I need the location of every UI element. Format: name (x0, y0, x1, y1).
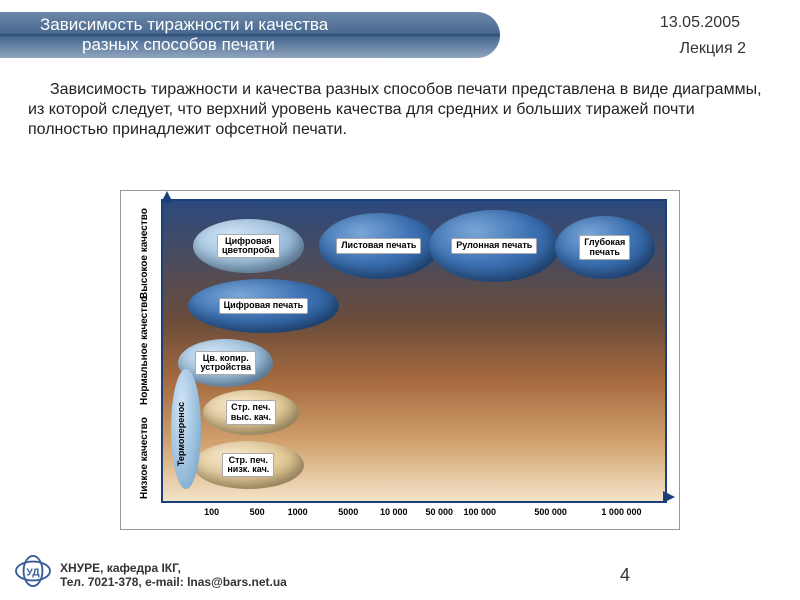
blob-thermo: Термоперенос (171, 369, 201, 489)
y-axis-label: Низкое качество Нормальное качество Высо… (127, 203, 145, 503)
y-seg-low: Низкое качество (139, 417, 150, 499)
plot-area-wrap: Цифроваяцветопроба Листовая печать Рулонна… (161, 199, 667, 503)
blob-label-digital-proof: Цифроваяцветопроба (217, 234, 280, 259)
blob-digital-print: Цифровая печать (188, 279, 339, 333)
body-paragraph-text: Зависимость тиражности и качества разных… (28, 80, 770, 140)
org-logo-icon: УД (14, 554, 52, 588)
footer-line-2: Тел. 7021-378, e-mail: lnas@bars.net.ua (60, 576, 287, 590)
blob-gravure: Глубокаяпечать (555, 216, 655, 279)
blob-sheet-print: Листовая печать (319, 213, 439, 279)
x-tick: 100 000 (463, 507, 496, 517)
svg-text:УД: УД (26, 568, 40, 579)
y-seg-high: Высокое качество (139, 208, 150, 299)
x-tick: 1 000 000 (601, 507, 641, 517)
title-line-2: разных способов печати (40, 35, 328, 55)
body-paragraph: Зависимость тиражности и качества разных… (28, 80, 770, 140)
slide-date: 13.05.2005 (660, 14, 740, 32)
quality-vs-run-diagram: Низкое качество Нормальное качество Высо… (120, 190, 680, 530)
x-tick: 5000 (338, 507, 358, 517)
x-axis-arrow-icon (663, 491, 675, 503)
x-tick: 100 (204, 507, 219, 517)
thermo-label: Термоперенос (176, 402, 186, 466)
y-axis-arrow-icon (161, 191, 173, 203)
page-number: 4 (620, 565, 630, 586)
blob-inkjet-low: Стр. печ.низк. кач. (193, 441, 303, 489)
slide-title-bar: Зависимость тиражности и качества разных… (0, 12, 500, 58)
x-tick: 1000 (288, 507, 308, 517)
blob-digital-proof: Цифроваяцветопроба (193, 219, 303, 273)
x-tick: 500 (250, 507, 265, 517)
x-tick: 10 000 (380, 507, 408, 517)
plot-area: Цифроваяцветопроба Листовая печать Рулонна… (161, 199, 667, 503)
blob-label-gravure: Глубокаяпечать (579, 235, 630, 260)
y-seg-normal: Нормальное качество (139, 296, 150, 405)
blob-inkjet-high: Стр. печ.выс. кач. (203, 390, 298, 435)
blob-roll-print: Рулонная печать (429, 210, 560, 282)
blob-label-color-copier: Цв. копир.устройства (195, 351, 256, 376)
x-tick: 500 000 (534, 507, 567, 517)
blob-label-inkjet-high: Стр. печ.выс. кач. (226, 400, 276, 425)
blob-label-sheet-print: Листовая печать (336, 238, 421, 253)
blob-label-roll-print: Рулонная печать (451, 238, 537, 253)
x-tick: 50 000 (426, 507, 454, 517)
x-axis-ticks: 100 500 1000 5000 10 000 50 000 100 000 500 000… (161, 507, 667, 523)
slide-lecture: Лекция 2 (679, 40, 746, 58)
footer-line-1: ХНУРЕ, кафедра ІКГ, (60, 562, 287, 576)
blob-label-digital-print: Цифровая печать (219, 298, 309, 313)
footer-contact: ХНУРЕ, кафедра ІКГ, Тел. 7021-378, e-mai… (60, 562, 287, 590)
blob-label-inkjet-low: Стр. печ.низк. кач. (222, 453, 274, 478)
title-line-1: Зависимость тиражности и качества (40, 15, 328, 35)
